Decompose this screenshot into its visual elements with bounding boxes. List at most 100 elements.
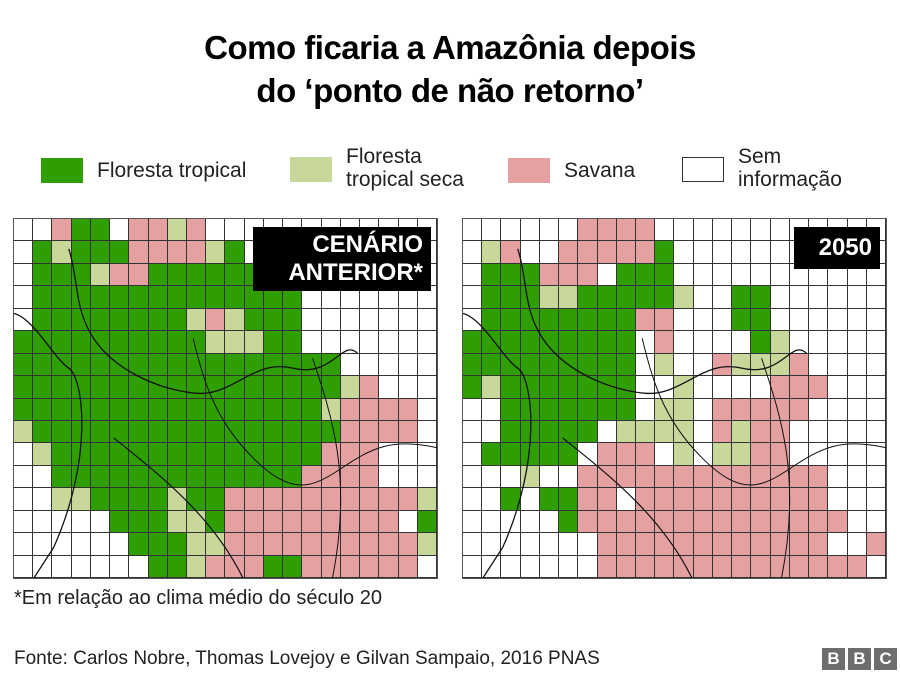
grid-cell [616,488,637,511]
grid-cell [501,533,521,556]
legend-swatch-light-green [290,156,332,182]
grid-cell [167,420,188,444]
grid-cell [866,376,886,399]
bbc-logo-letter: B [822,648,845,670]
grid-cell [674,331,694,354]
grid-cell [33,263,53,287]
grid-cell [828,533,848,556]
grid-cell [693,443,713,466]
grid-cell [263,376,284,399]
grid-cell [110,398,130,421]
grid-cell [263,398,284,421]
grid-cell [148,331,168,354]
grid-cell [417,510,437,534]
grid-cell [809,420,829,444]
grid-cell [712,398,733,421]
grid-cell [674,420,694,444]
grid-cell [559,286,579,309]
grid-cell [539,533,560,556]
grid-cell [501,241,521,264]
grid-cell [770,241,790,264]
grid-cell [520,555,540,578]
grid-cell [732,465,752,489]
grid-cell [559,376,579,399]
grid-cell [321,465,341,489]
legend-label: Floresta tropical [97,159,247,182]
grid-cell [14,308,34,332]
grid-cell [71,398,91,421]
grid-cell [847,331,867,354]
grid-cell [129,308,149,332]
grid-cell [674,263,694,287]
grid-cell [129,263,149,287]
grid-cell [655,510,675,534]
grid-cell [809,376,829,399]
grid-cell [225,510,245,534]
grid-cell [674,376,694,399]
grid-cell [206,555,226,578]
grid-cell [693,353,713,377]
grid-cell [636,353,656,377]
grid-cell [71,488,91,511]
grid-cell [674,510,694,534]
grid-cell [225,286,245,309]
grid-cell [148,488,168,511]
grid-cell [33,376,53,399]
grid-cell [244,353,264,377]
grid-cell [129,353,149,377]
grid-cell [539,376,560,399]
grid-cell [482,420,502,444]
grid-cell [379,308,399,332]
grid-cell [244,308,264,332]
grid-cell [693,533,713,556]
grid-cell [340,353,361,377]
grid-cell [578,398,598,421]
grid-cell [463,353,483,377]
grid-cell [244,331,264,354]
grid-cell [129,376,149,399]
grid-cell [616,308,637,332]
grid-cell [283,376,303,399]
grid-cell [379,398,399,421]
grid-cell [110,241,130,264]
scenario-badge: CENÁRIO ANTERIOR* [253,227,431,291]
grid-cell [360,555,380,578]
grid-cell [321,510,341,534]
grid-cell [463,488,483,511]
grid-cell [340,331,361,354]
grid-cell [770,555,790,578]
grid-cell [225,398,245,421]
grid-cell [52,420,72,444]
grid-cell [655,555,675,578]
grid-cell [340,308,361,332]
grid-cell [866,465,886,489]
grid-cell [809,308,829,332]
grid-cell [770,286,790,309]
grid-cell [597,331,617,354]
grid-cell [693,286,713,309]
grid-cell [14,376,34,399]
grid-cell [340,510,361,534]
grid-cell [636,286,656,309]
grid-cell [283,555,303,578]
grid-cell [674,353,694,377]
grid-cell [674,533,694,556]
grid-cell [187,331,207,354]
grid-cell [417,488,437,511]
grid-cell [14,555,34,578]
grid-cell [148,376,168,399]
grid-cell [340,533,361,556]
grid-cell [283,510,303,534]
legend-label: Savana [564,159,636,182]
grid-cell [148,308,168,332]
grid-cell [866,555,886,578]
grid-cell [417,376,437,399]
grid-cell [263,331,284,354]
grid-cell [52,398,72,421]
grid-cell [712,443,733,466]
grid-cell [206,353,226,377]
grid-cell [14,465,34,489]
grid-cell [866,286,886,309]
grid-cell [847,286,867,309]
grid-cell [148,353,168,377]
